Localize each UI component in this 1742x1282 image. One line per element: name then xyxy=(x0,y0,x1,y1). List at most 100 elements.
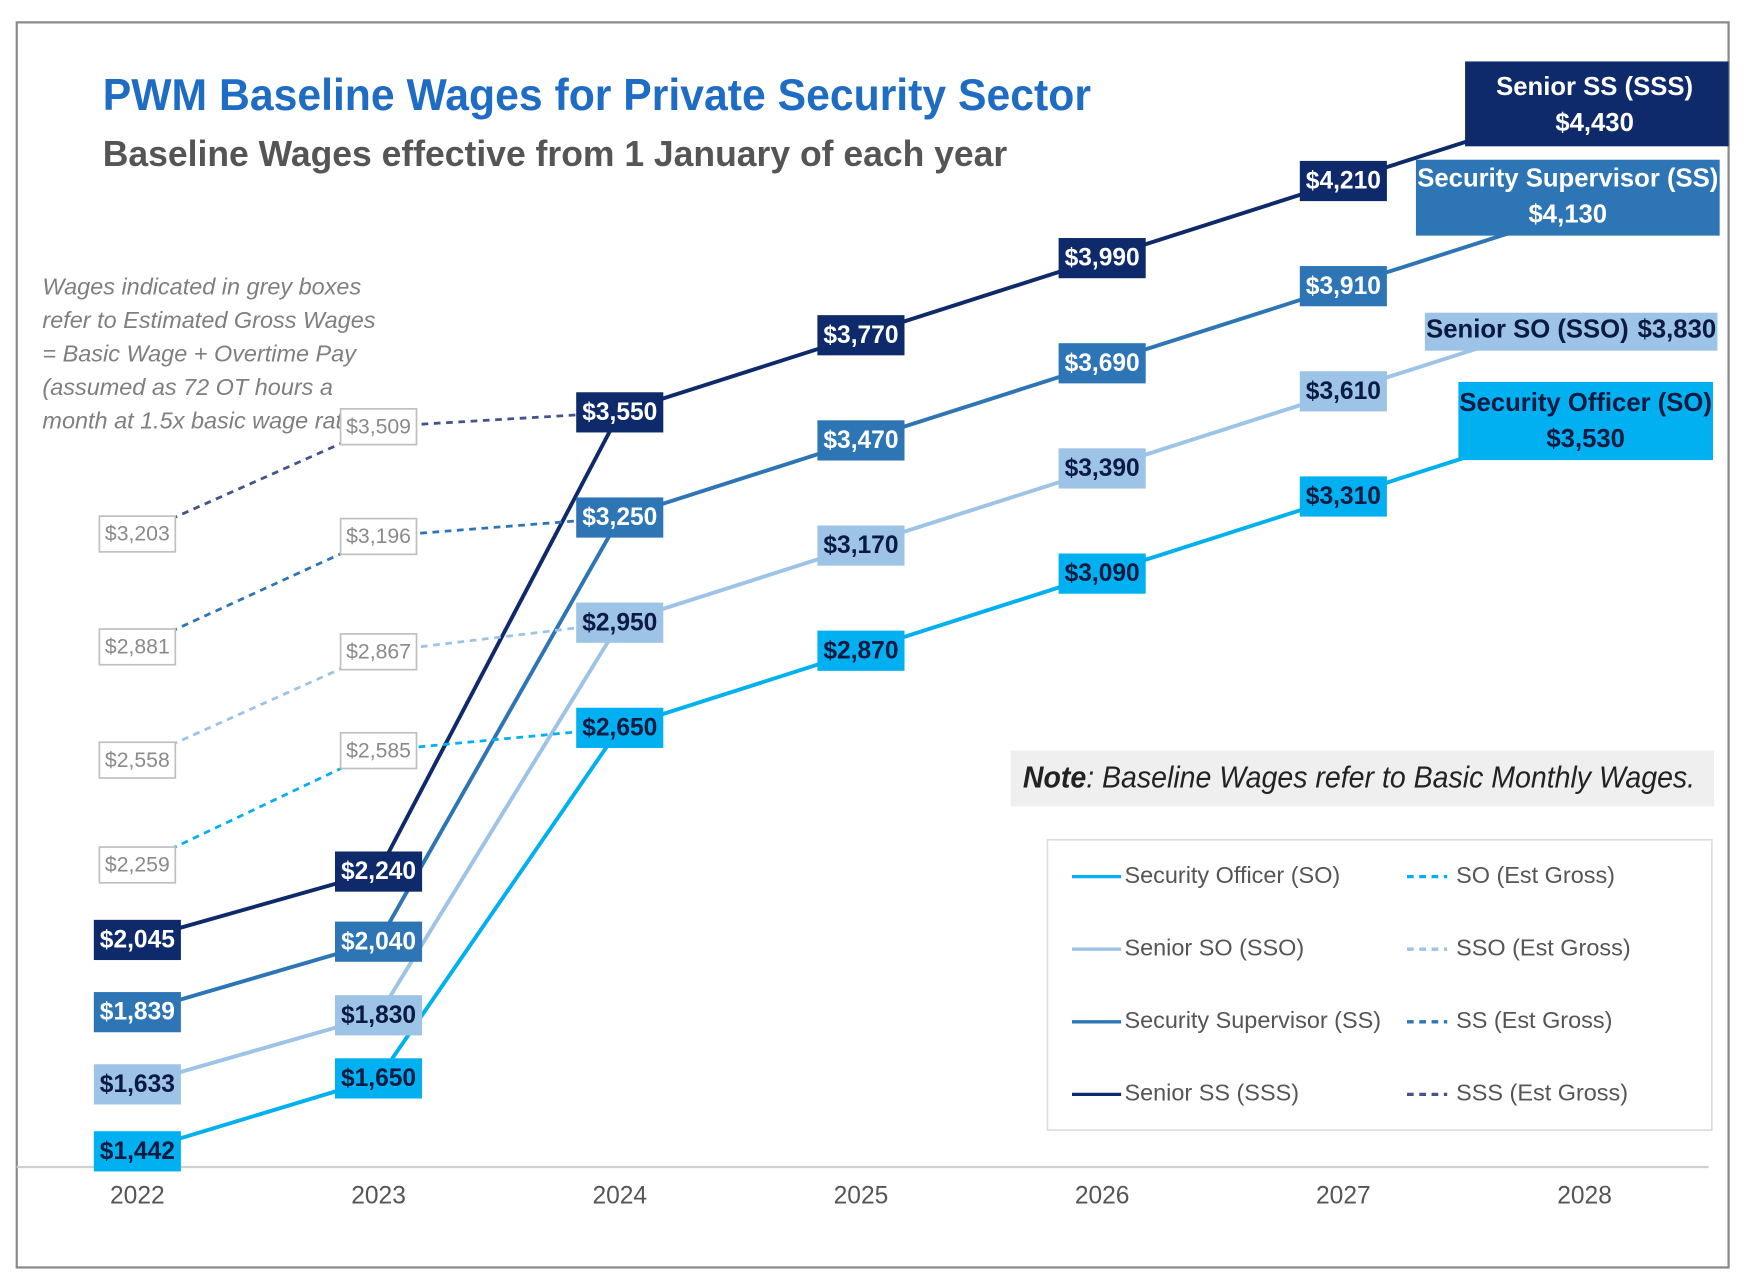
value-box xyxy=(576,497,664,538)
value-label: $2,650 xyxy=(582,714,657,741)
value-label: $4,210 xyxy=(1306,168,1381,195)
end-name: Senior SS (SSS) xyxy=(1496,73,1693,101)
value-box xyxy=(817,420,905,461)
legend-label: Security Officer (SO) xyxy=(1124,862,1340,888)
value-label: $3,390 xyxy=(1065,455,1140,482)
value-box xyxy=(817,630,905,671)
annotation-line: = Basic Wage + Overtime Pay xyxy=(42,340,357,366)
value-box xyxy=(576,707,664,748)
annotation-line: refer to Estimated Gross Wages xyxy=(42,307,375,333)
estimate-label: $2,558 xyxy=(105,749,170,772)
estimate-box xyxy=(98,515,177,553)
estimate-box xyxy=(339,633,418,671)
note-text: : Baseline Wages refer to Basic Monthly … xyxy=(1086,761,1695,794)
value-label: $1,650 xyxy=(341,1065,416,1092)
estimate-label: $2,881 xyxy=(105,636,170,659)
legend-label: Senior SO (SSO) xyxy=(1124,934,1304,960)
value-label: $1,839 xyxy=(100,999,175,1026)
x-tick-label: 2022 xyxy=(110,1183,165,1210)
value-label: $3,470 xyxy=(823,427,898,454)
annotation: Wages indicated in grey boxes refer to Es… xyxy=(42,273,375,433)
value-box xyxy=(335,921,423,962)
legend-label: SS (Est Gross) xyxy=(1456,1007,1612,1033)
value-box xyxy=(1058,448,1146,489)
estimate-box xyxy=(98,846,177,884)
chart-subtitle: Baseline Wages effective from 1 January … xyxy=(103,134,1008,174)
labels: $1,442 $1,650 $2,650 $2,870 $3,090 $3,310 $1,6… xyxy=(93,61,1729,1172)
value-box xyxy=(1058,238,1146,279)
estimate-box xyxy=(339,517,418,556)
estimate-label: $2,585 xyxy=(346,739,411,762)
value-box xyxy=(817,315,905,356)
end-value: $3,830 xyxy=(1638,315,1717,343)
value-box xyxy=(1299,476,1387,517)
value-label: $3,610 xyxy=(1306,378,1381,405)
value-box xyxy=(93,1131,181,1172)
value-box xyxy=(1299,371,1387,412)
legend-label: Security Supervisor (SS) xyxy=(1124,1007,1381,1033)
estimate-label: $3,196 xyxy=(346,525,411,548)
value-label: $1,830 xyxy=(341,1002,416,1029)
value-label: $2,040 xyxy=(341,928,416,955)
end-name: Senior SO (SSO) xyxy=(1426,315,1629,343)
estimate-label: $3,203 xyxy=(105,523,170,546)
chart-title: PWM Baseline Wages for Private Security … xyxy=(103,71,1091,120)
end-name: Security Supervisor (SS) xyxy=(1417,165,1718,193)
value-label: $2,240 xyxy=(341,858,416,885)
estimate-box xyxy=(339,408,418,446)
note-label: Note xyxy=(1023,761,1086,794)
value-box xyxy=(335,1058,423,1099)
legend-box xyxy=(1046,838,1713,1131)
end-box xyxy=(1458,381,1713,461)
dashed-line xyxy=(136,516,620,649)
note: Note: Baseline Wages refer to Basic Mont… xyxy=(1023,761,1695,794)
end-value: $3,530 xyxy=(1546,425,1625,453)
x-tick-label: 2024 xyxy=(592,1183,647,1210)
value-label: $2,950 xyxy=(582,609,657,636)
value-box xyxy=(93,1064,181,1105)
legend-label: SO (Est Gross) xyxy=(1456,862,1615,888)
end-box xyxy=(1415,159,1720,236)
dashed-line xyxy=(136,726,620,867)
value-label: $3,550 xyxy=(582,399,657,426)
estimate-label: $2,259 xyxy=(105,854,170,877)
value-label: $1,633 xyxy=(100,1071,175,1098)
legend-label: SSS (Est Gross) xyxy=(1456,1080,1628,1106)
value-label: $3,990 xyxy=(1065,245,1140,272)
value-label: $2,870 xyxy=(823,637,898,664)
end-value: $4,130 xyxy=(1529,200,1608,228)
value-label: $3,310 xyxy=(1306,483,1381,510)
value-label: $3,910 xyxy=(1306,273,1381,300)
end-label: Senior SO (SSO) $3,830 xyxy=(1426,315,1716,343)
value-box xyxy=(817,525,905,566)
estimate-box xyxy=(98,628,177,666)
value-box xyxy=(576,602,664,643)
value-box xyxy=(576,392,664,433)
value-label: $3,090 xyxy=(1065,560,1140,587)
value-box xyxy=(93,919,181,961)
x-tick-label: 2026 xyxy=(1075,1183,1130,1210)
estimate-box xyxy=(339,731,418,770)
note-box xyxy=(1010,750,1715,807)
value-box xyxy=(1299,266,1387,307)
x-tick-label: 2025 xyxy=(834,1183,889,1210)
x-tick-label: 2027 xyxy=(1316,1183,1371,1210)
end-value: $4,430 xyxy=(1555,109,1634,137)
plot: $1,442 $1,650 $2,650 $2,870 $3,090 $3,310 $1,6… xyxy=(93,61,1729,1172)
value-label: $1,442 xyxy=(100,1138,175,1165)
annotation-line: Wages indicated in grey boxes xyxy=(42,273,361,299)
end-name: Security Officer (SO) xyxy=(1459,389,1712,417)
annotation-line: month at 1.5x basic wage rate) xyxy=(42,407,362,433)
legend-label: Senior SS (SSS) xyxy=(1124,1080,1299,1106)
value-box xyxy=(93,992,181,1033)
legend-label: SSO (Est Gross) xyxy=(1456,934,1631,960)
estimate-label: $2,867 xyxy=(346,641,411,664)
value-label: $3,770 xyxy=(823,322,898,349)
estimate-box xyxy=(98,741,177,779)
value-box xyxy=(335,995,423,1036)
value-label: $3,170 xyxy=(823,532,898,559)
annotation-line: (assumed as 72 OT hours a xyxy=(42,374,333,400)
end-box xyxy=(1424,312,1718,351)
